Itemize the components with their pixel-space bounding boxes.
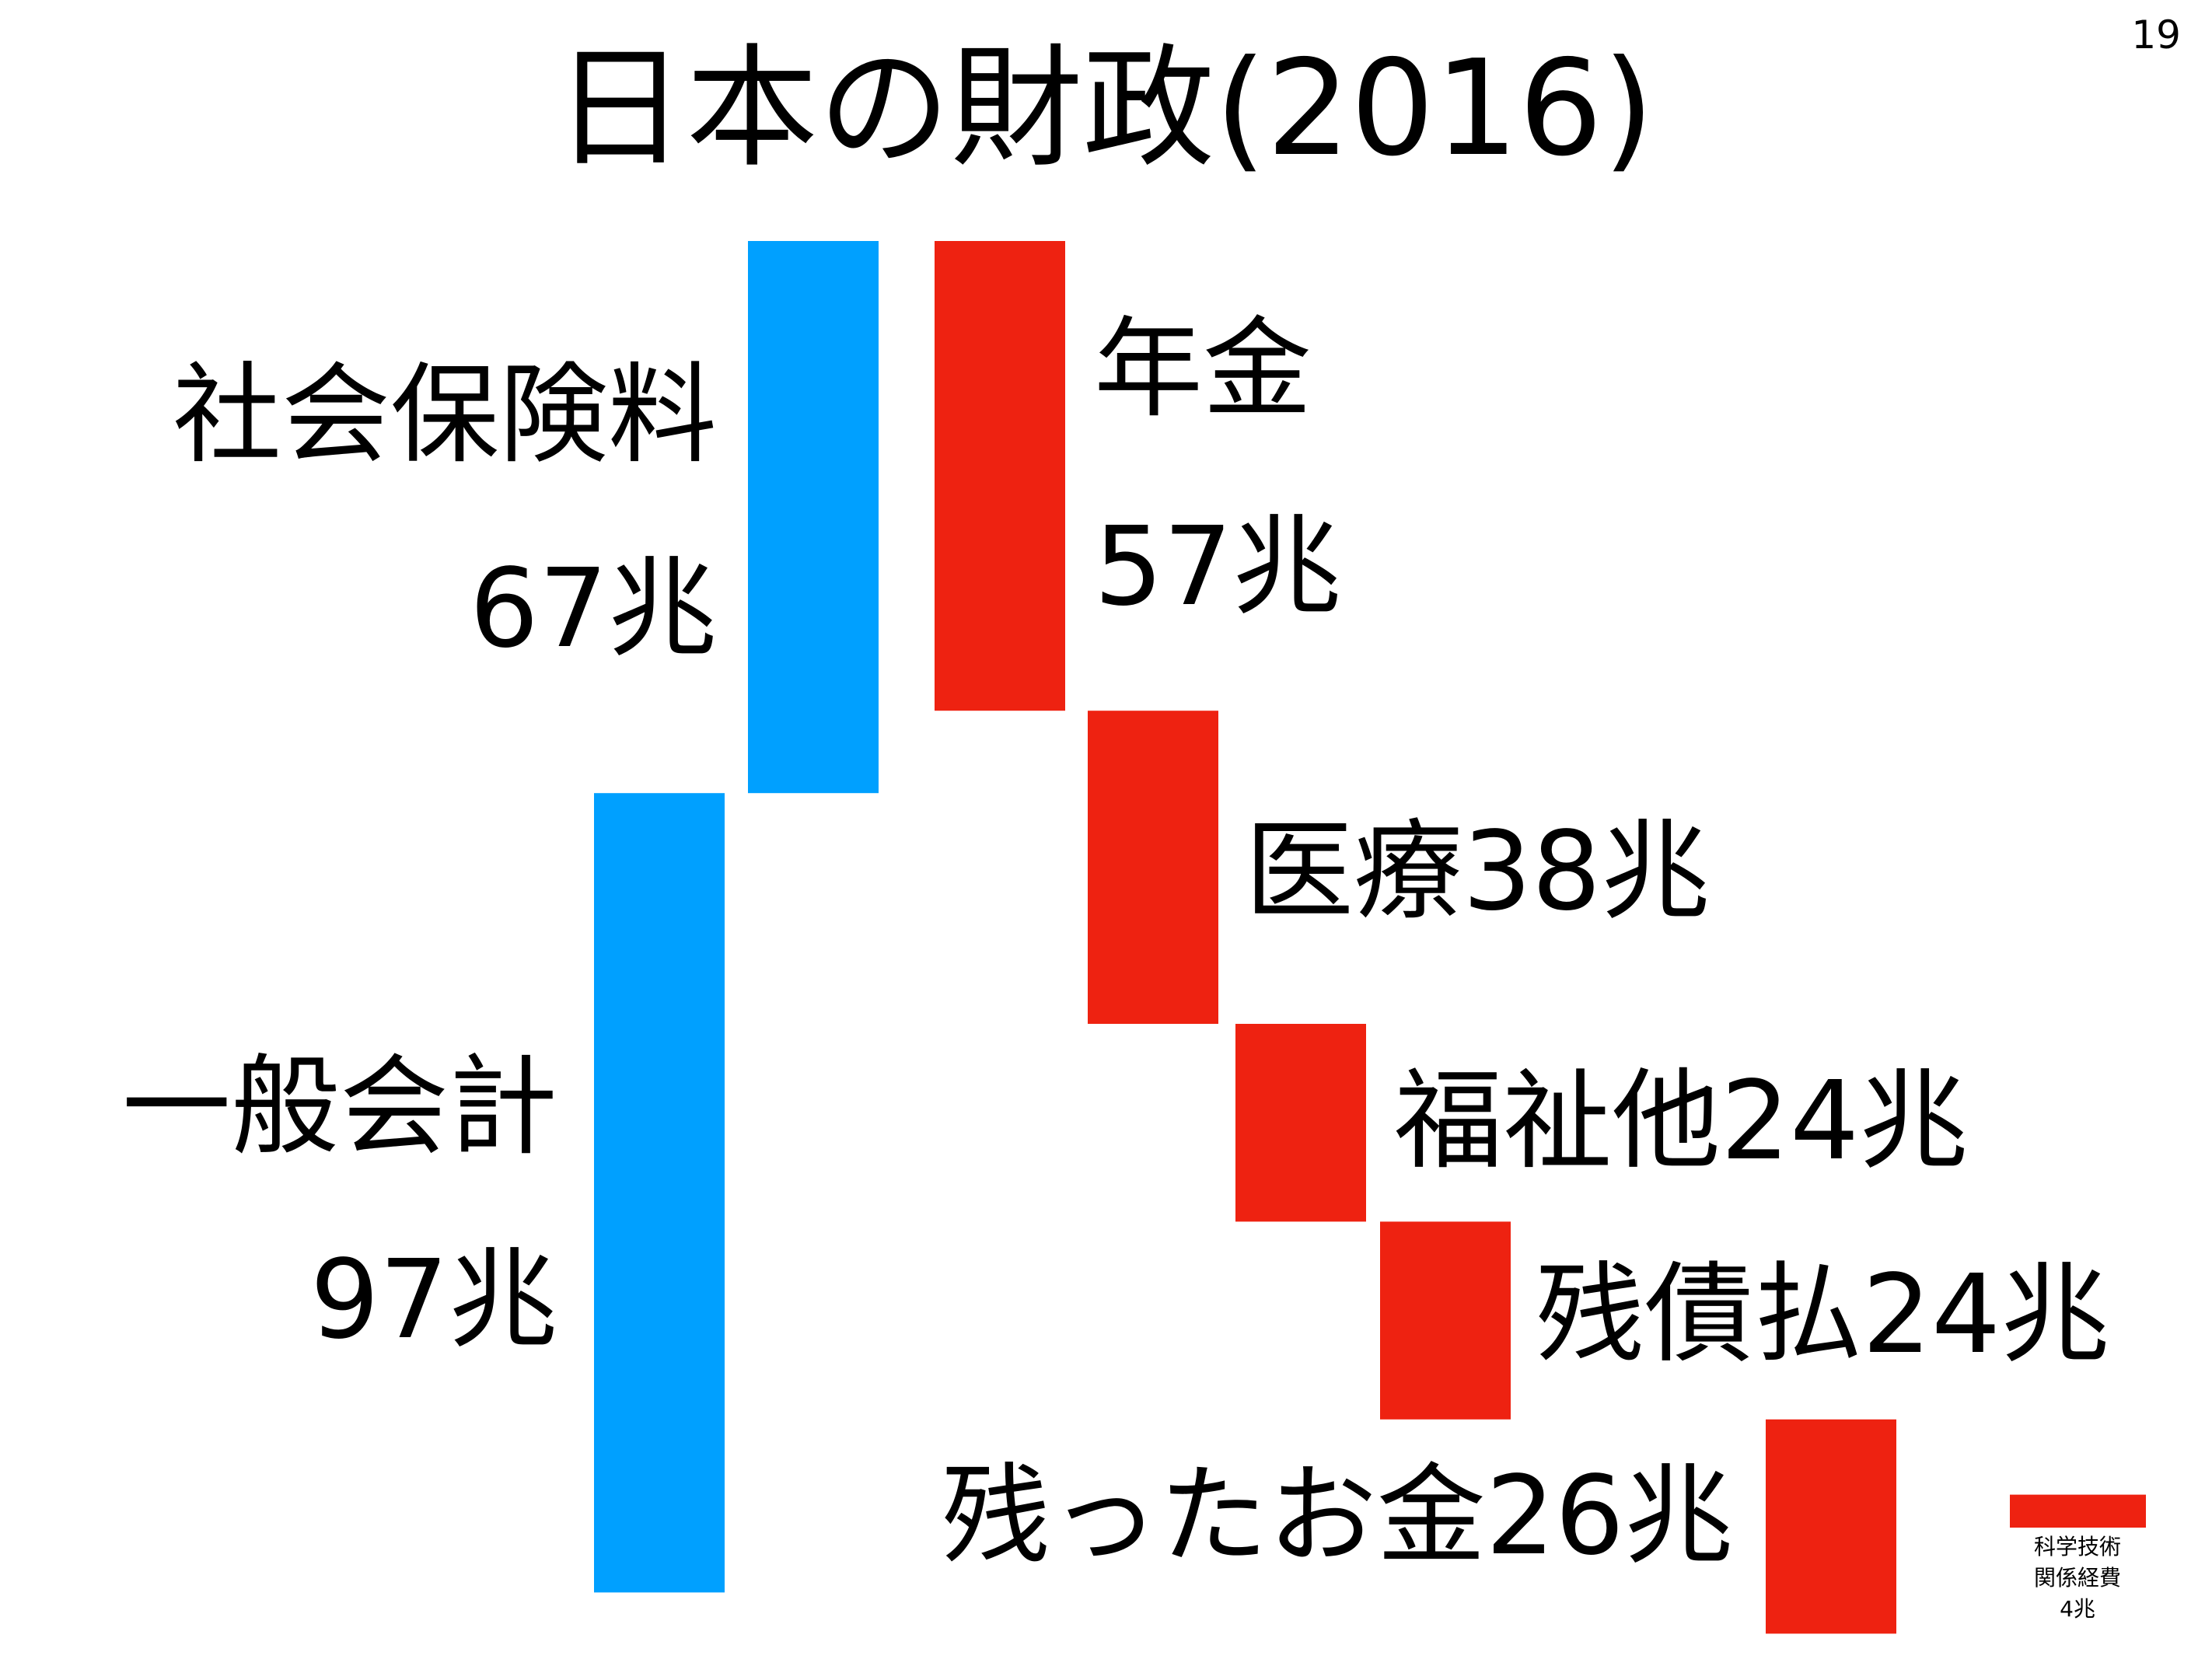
- label-part: 38兆: [1462, 809, 1711, 935]
- label-part: 24兆: [1862, 1252, 2110, 1378]
- income-label: 一般会計: [122, 1053, 557, 1162]
- spending-label: 残ったお金26兆: [942, 1462, 1733, 1571]
- label-part: 社会保険料: [172, 352, 717, 479]
- spending-value: 57兆: [1094, 513, 1341, 622]
- income-label: 社会保険料: [173, 361, 717, 470]
- spending-bar: [2010, 1494, 2146, 1528]
- income-bar: [594, 793, 725, 1593]
- spending-label: 残債払24兆: [1536, 1261, 2109, 1370]
- label-part: 残債払: [1536, 1252, 1863, 1378]
- spending-bar: [1235, 1024, 1366, 1222]
- spending-label: 年金: [1094, 316, 1312, 424]
- label-part: 残ったお金: [941, 1453, 1486, 1580]
- label-part: 福祉他: [1394, 1058, 1721, 1185]
- spending-bar: [1380, 1221, 1511, 1420]
- label-part: 年金: [1094, 306, 1312, 433]
- page-number: 19: [2131, 12, 2181, 58]
- chart-title: 日本の財政(2016): [554, 32, 1655, 186]
- label-part: 26兆: [1485, 1453, 1733, 1580]
- income-value: 97兆: [310, 1246, 557, 1355]
- small-label: 科学技術関係経費 4兆: [2031, 1532, 2124, 1625]
- label-part: 24兆: [1721, 1058, 1969, 1185]
- income-value: 67兆: [470, 555, 717, 664]
- label-part: 4兆: [2060, 1596, 2095, 1622]
- label-part: 科学技術関係経費: [2033, 1534, 2121, 1591]
- spending-label: 医療38兆: [1245, 818, 1710, 927]
- label-part: 一般会計: [121, 1044, 557, 1171]
- income-bar: [748, 241, 879, 794]
- label-part: 67兆: [469, 546, 717, 672]
- spending-label: 福祉他24兆: [1394, 1067, 1968, 1176]
- spending-bar: [1088, 711, 1218, 1024]
- spending-bar: [935, 241, 1065, 711]
- spending-bar: [1766, 1419, 1896, 1634]
- label-part: 医療: [1245, 809, 1463, 935]
- label-part: 57兆: [1094, 504, 1342, 630]
- label-part: 97兆: [309, 1237, 557, 1364]
